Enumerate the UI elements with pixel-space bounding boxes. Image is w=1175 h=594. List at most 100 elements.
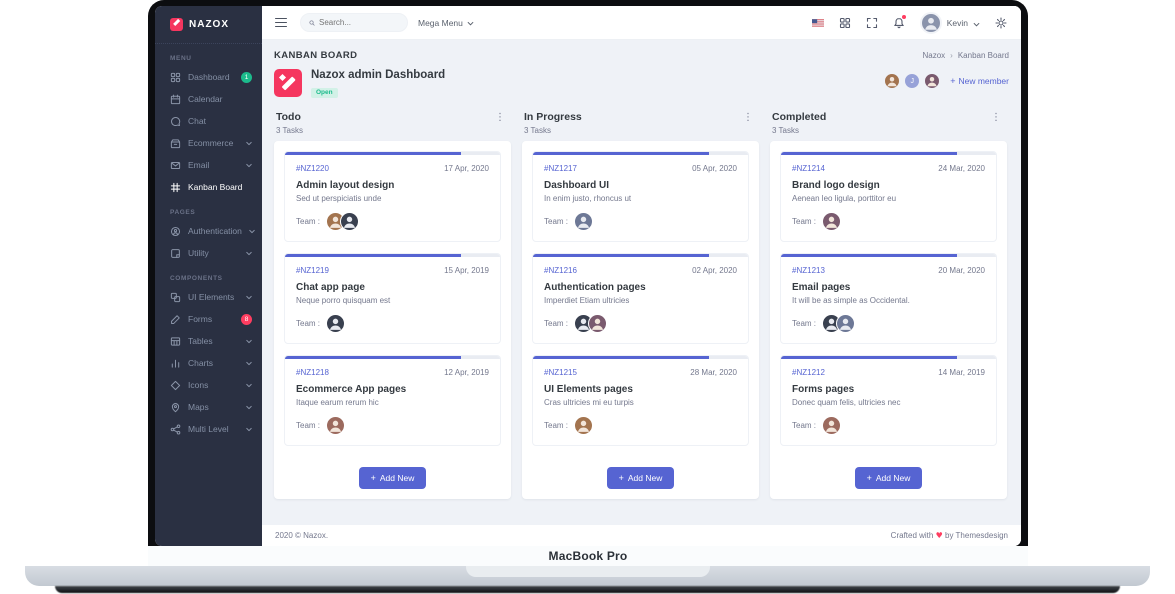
task-id[interactable]: #NZ1213 <box>792 266 825 275</box>
sidebar-item-multi-level[interactable]: Multi Level <box>155 418 262 440</box>
apps-grid-icon[interactable] <box>839 17 851 29</box>
team-member-avatar[interactable] <box>822 416 842 435</box>
search-box[interactable] <box>300 13 408 32</box>
task-title: Forms pages <box>792 384 855 395</box>
sidebar-item-label: Email <box>188 160 210 170</box>
fullscreen-icon[interactable] <box>866 17 878 29</box>
team-member-avatar[interactable] <box>836 314 856 333</box>
dashboard-badge: 1 <box>241 71 252 83</box>
task-description: Donec quam felis, ultricies nec <box>792 398 901 407</box>
sidebar-item-kanban-board[interactable]: Kanban Board <box>155 176 262 198</box>
task-progress-bar <box>285 254 500 257</box>
task-description: Sed ut perspiciatis unde <box>296 194 382 203</box>
calendar-icon <box>170 94 181 104</box>
team-member-avatar[interactable] <box>588 314 608 333</box>
task-title: UI Elements pages <box>544 384 633 395</box>
sidebar-item-charts[interactable]: Charts <box>155 352 262 374</box>
project-name: Nazox admin Dashboard <box>311 69 446 81</box>
mega-menu[interactable]: Mega Menu <box>418 18 474 28</box>
breadcrumb-separator-icon: › <box>950 51 953 60</box>
sidebar-item-calendar[interactable]: Calendar <box>155 88 262 110</box>
task-card[interactable]: #NZ1220 17 Apr, 2020 Admin layout design … <box>284 151 501 242</box>
sidebar-item-email[interactable]: Email <box>155 154 262 176</box>
team-member-initial-avatar[interactable]: J <box>904 73 921 89</box>
search-input[interactable] <box>319 18 399 27</box>
sidebar-item-authentication[interactable]: Authentication <box>155 220 262 242</box>
laptop-base <box>25 566 1150 586</box>
kanban-column-todo: Todo 3 Tasks ⋮ #NZ1220 17 Apr, 2020 <box>274 109 511 499</box>
sidebar-item-dashboard[interactable]: Dashboard 1 <box>155 66 262 88</box>
team-member-avatar[interactable] <box>326 416 346 435</box>
sidebar-item-label: Utility <box>188 248 209 258</box>
team-member-avatar[interactable] <box>884 73 901 89</box>
sidebar-item-ecommerce[interactable]: Ecommerce <box>155 132 262 154</box>
heart-icon: ♥ <box>935 531 943 540</box>
settings-gear-icon[interactable] <box>995 16 1007 29</box>
team-label: Team : <box>792 217 817 226</box>
task-card[interactable]: #NZ1216 02 Apr, 2020 Authentication pages… <box>532 253 749 344</box>
sidebar-item-tables[interactable]: Tables <box>155 330 262 352</box>
add-new-task-button[interactable]: + Add New <box>606 467 675 489</box>
sidebar-item-ui-elements[interactable]: UI Elements <box>155 286 262 308</box>
task-id[interactable]: #NZ1220 <box>296 164 329 173</box>
sidebar-item-label: Calendar <box>188 94 223 104</box>
team-label: Team : <box>296 319 321 328</box>
team-label: Team : <box>792 421 817 430</box>
sidebar-item-utility[interactable]: Utility <box>155 242 262 264</box>
user-name: Kevin <box>946 17 968 28</box>
task-id[interactable]: #NZ1218 <box>296 368 329 377</box>
team-member-avatar[interactable] <box>924 73 941 89</box>
plus-icon: + <box>950 75 956 86</box>
task-card[interactable]: #NZ1212 14 Mar, 2019 Forms pages Donec qu… <box>780 355 997 446</box>
column-menu-icon[interactable]: ⋮ <box>495 112 505 123</box>
menu-toggle-icon[interactable] <box>272 15 290 31</box>
task-card[interactable]: #NZ1217 05 Apr, 2020 Dashboard UI In enim… <box>532 151 749 242</box>
user-avatar <box>919 11 942 34</box>
breadcrumb-home[interactable]: Nazox <box>922 51 946 60</box>
column-title: Todo <box>276 111 301 123</box>
charts-icon <box>171 359 180 368</box>
task-card[interactable]: #NZ1218 12 Apr, 2019 Ecommerce App pages … <box>284 355 501 446</box>
plus-icon: + <box>370 472 376 483</box>
sidebar-group-label-components: COMPONENTS <box>170 275 223 282</box>
sidebar-item-label: Forms <box>188 314 213 324</box>
task-description: In enim justo, rhoncus ut <box>544 194 632 203</box>
authentication-icon <box>170 226 181 236</box>
team-member-avatar[interactable] <box>326 314 346 333</box>
task-date: 17 Apr, 2020 <box>444 164 489 173</box>
column-menu-icon[interactable]: ⋮ <box>991 112 1001 123</box>
team-member-avatar[interactable] <box>574 212 594 231</box>
sidebar-item-forms[interactable]: Forms 8 <box>155 308 262 330</box>
chevron-down-icon <box>246 160 252 170</box>
task-id[interactable]: #NZ1216 <box>544 266 577 275</box>
brand-logo[interactable]: NAZOX <box>155 6 262 44</box>
breadcrumb: Nazox › Kanban Board <box>922 51 1009 60</box>
task-id[interactable]: #NZ1219 <box>296 266 329 275</box>
task-card[interactable]: #NZ1213 20 Mar, 2020 Email pages It will … <box>780 253 997 344</box>
team-member-avatar[interactable] <box>340 212 360 231</box>
nazox-logo-icon <box>170 18 183 31</box>
sidebar-item-chat[interactable]: Chat <box>155 110 262 132</box>
sidebar-item-label: Multi Level <box>188 424 229 434</box>
notifications-bell-icon[interactable] <box>893 14 906 29</box>
task-card[interactable]: #NZ1214 24 Mar, 2020 Brand logo design Ae… <box>780 151 997 242</box>
sidebar-item-icons[interactable]: Icons <box>155 374 262 396</box>
team-member-avatar[interactable] <box>822 212 842 231</box>
task-id[interactable]: #NZ1214 <box>792 164 825 173</box>
user-menu[interactable]: Kevin <box>919 11 980 34</box>
column-menu-icon[interactable]: ⋮ <box>743 112 753 123</box>
add-member-button[interactable]: + New member <box>950 75 1009 86</box>
add-new-task-button[interactable]: + Add New <box>358 467 427 489</box>
chevron-down-icon <box>246 358 252 368</box>
sidebar-item-maps[interactable]: Maps <box>155 396 262 418</box>
task-card[interactable]: #NZ1219 15 Apr, 2019 Chat app page Neque … <box>284 253 501 344</box>
laptop-screen-bezel: NAZOX MENU Dashboard 1 Calendar Chat <box>148 0 1028 566</box>
task-id[interactable]: #NZ1215 <box>544 368 577 377</box>
column-title: Completed <box>772 111 827 123</box>
task-card[interactable]: #NZ1215 28 Mar, 2020 UI Elements pages Cr… <box>532 355 749 446</box>
task-id[interactable]: #NZ1217 <box>544 164 577 173</box>
task-id[interactable]: #NZ1212 <box>792 368 825 377</box>
language-flag-icon[interactable] <box>811 17 824 29</box>
team-member-avatar[interactable] <box>574 416 594 435</box>
add-new-task-button[interactable]: + Add New <box>854 467 923 489</box>
